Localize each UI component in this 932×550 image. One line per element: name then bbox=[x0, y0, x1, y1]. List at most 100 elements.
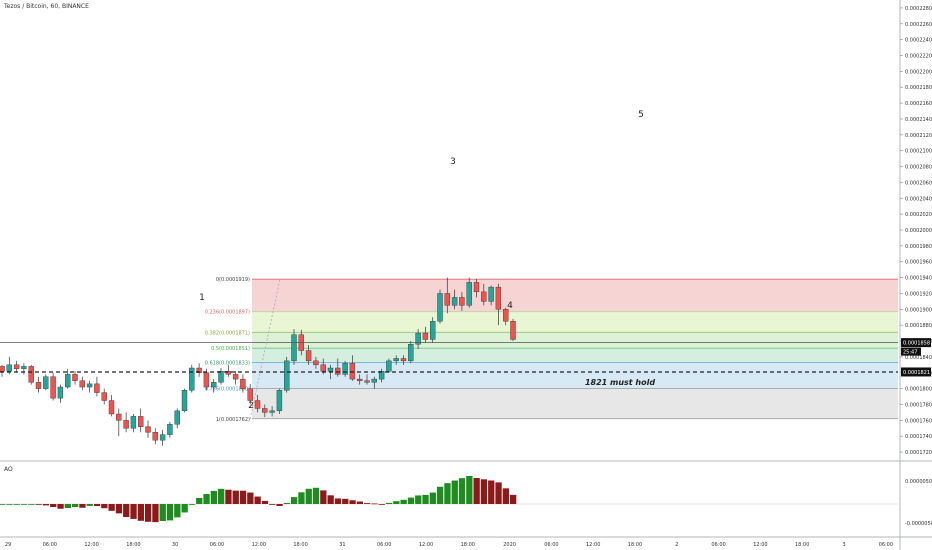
ao-bar-down bbox=[364, 503, 371, 504]
ao-bar-up bbox=[188, 504, 196, 505]
ao-bar-down bbox=[349, 500, 356, 504]
wave-label: 1 bbox=[199, 293, 205, 303]
ao-bar-up bbox=[181, 504, 188, 513]
x-tick-label: 2 bbox=[675, 542, 678, 548]
candle-down bbox=[35, 382, 42, 389]
y-tick-label: 0.0001920 bbox=[905, 291, 932, 297]
hold-text: 1821 must hold bbox=[585, 378, 655, 387]
x-tick-label: 12:00 bbox=[252, 542, 266, 548]
x-tick-label: 06:00 bbox=[711, 542, 725, 548]
fib-label: 0.5(0.0001851) bbox=[211, 346, 250, 352]
ao-bar-up bbox=[400, 499, 407, 504]
candle-down bbox=[422, 332, 429, 340]
y-tick-label: 0.0002140 bbox=[905, 117, 932, 123]
y-tick-label: 0.0001840 bbox=[905, 355, 932, 361]
y-tick-label: 0.0001880 bbox=[905, 323, 932, 329]
wave-label: 3 bbox=[450, 157, 456, 167]
y-tick-label: 0.0001940 bbox=[905, 276, 932, 282]
hold-tag bbox=[901, 367, 931, 377]
x-tick-label: 18:00 bbox=[795, 542, 809, 548]
x-tick-label: 12:00 bbox=[586, 542, 600, 548]
candle-down bbox=[101, 392, 107, 401]
countdown-label: 25:47 bbox=[903, 350, 917, 356]
y-tick-label: 0.0001900 bbox=[905, 307, 932, 313]
ao-bar-down bbox=[480, 479, 488, 504]
wave-label: 5 bbox=[638, 110, 644, 120]
y-tick-label: 0.0002100 bbox=[905, 149, 932, 155]
ao-bar-down bbox=[123, 504, 130, 518]
candle-up bbox=[430, 321, 436, 340]
candle-up bbox=[210, 382, 217, 388]
x-tick-label: 29 bbox=[5, 542, 11, 548]
y-tick-label: 0.0002060 bbox=[905, 180, 932, 186]
candle-down bbox=[72, 374, 78, 381]
ao-bar-down bbox=[93, 504, 101, 506]
candle-down bbox=[116, 413, 122, 421]
candle-up bbox=[57, 386, 64, 399]
candle-up bbox=[284, 360, 290, 391]
y-tick-label: 0.0002080 bbox=[905, 165, 932, 171]
ao-panel-label: AO bbox=[4, 466, 13, 473]
ao-bar-up bbox=[159, 504, 166, 521]
candle-up bbox=[64, 374, 71, 388]
ao-bar-down bbox=[79, 504, 86, 508]
candle-down bbox=[232, 374, 239, 380]
fib-zone bbox=[252, 279, 898, 312]
ao-bar-down bbox=[488, 480, 495, 504]
ao-bar-up bbox=[174, 504, 181, 518]
candle-up bbox=[269, 410, 275, 413]
fib-zone bbox=[252, 348, 898, 363]
fib-label: 0(0.0001919) bbox=[216, 277, 250, 283]
ao-bar-down bbox=[137, 504, 144, 521]
fib-label: 0.236(0.0001897) bbox=[205, 310, 250, 316]
candle-up bbox=[181, 390, 188, 412]
ao-bar-down bbox=[495, 482, 502, 504]
candle-down bbox=[335, 367, 341, 375]
ao-bar-down bbox=[152, 504, 159, 523]
fib-zone bbox=[252, 362, 898, 389]
ao-bar-up bbox=[283, 502, 290, 504]
candle-down bbox=[94, 383, 100, 393]
y-axis: 0.0002280 0.0002260 0.0002240 0.0002220 0.00… bbox=[900, 6, 932, 456]
ao-bar-down bbox=[57, 504, 64, 509]
candle-down bbox=[240, 378, 246, 389]
ao-bar-up bbox=[437, 486, 444, 504]
ao-bar-up bbox=[385, 502, 393, 504]
ao-bar-up bbox=[0, 504, 6, 505]
candle-up bbox=[451, 297, 458, 306]
candle-down bbox=[313, 360, 319, 366]
candle-down bbox=[357, 378, 363, 381]
chart-title: Tezos / Bitcoin, 60, BINANCE bbox=[4, 3, 89, 10]
fib-label: 0.618(0.0001833) bbox=[205, 360, 250, 366]
x-tick-label: 06:00 bbox=[544, 542, 558, 548]
candle-up bbox=[342, 363, 348, 375]
annotations: 1821 must hold 1 2 3 4 5 bbox=[0, 110, 898, 419]
x-tick-label: 18:00 bbox=[126, 542, 140, 548]
candle-up bbox=[291, 334, 297, 362]
candle-down bbox=[13, 364, 20, 369]
x-tick-label: 30 bbox=[172, 542, 178, 548]
fib-zones: 0(0.0001919) 0.236(0.0001897) 0.382(0.0001… bbox=[205, 277, 898, 423]
candle-up bbox=[174, 410, 180, 425]
candle-up bbox=[159, 434, 166, 441]
ao-bar-up bbox=[429, 492, 436, 504]
ao-bar-down bbox=[145, 504, 152, 522]
ao-tick-label: -0.0000050 bbox=[905, 521, 932, 527]
x-tick-label: 3 bbox=[842, 542, 845, 548]
y-tick-label: 0.0002160 bbox=[905, 101, 932, 107]
candle-up bbox=[21, 366, 27, 369]
ao-bar-up bbox=[13, 504, 20, 505]
fib-zone bbox=[252, 388, 898, 419]
ao-bar-down bbox=[101, 504, 108, 509]
ao-bar-up bbox=[466, 476, 473, 504]
ao-bar-up bbox=[291, 497, 298, 504]
candle-up bbox=[466, 282, 472, 306]
candle-up bbox=[189, 367, 195, 391]
ao-bar-up bbox=[407, 497, 415, 504]
ao-bar-down bbox=[334, 498, 342, 504]
candle-down bbox=[262, 408, 268, 413]
y-tick-label: 0.0001780 bbox=[905, 402, 932, 408]
ao-bar-up bbox=[393, 501, 400, 504]
